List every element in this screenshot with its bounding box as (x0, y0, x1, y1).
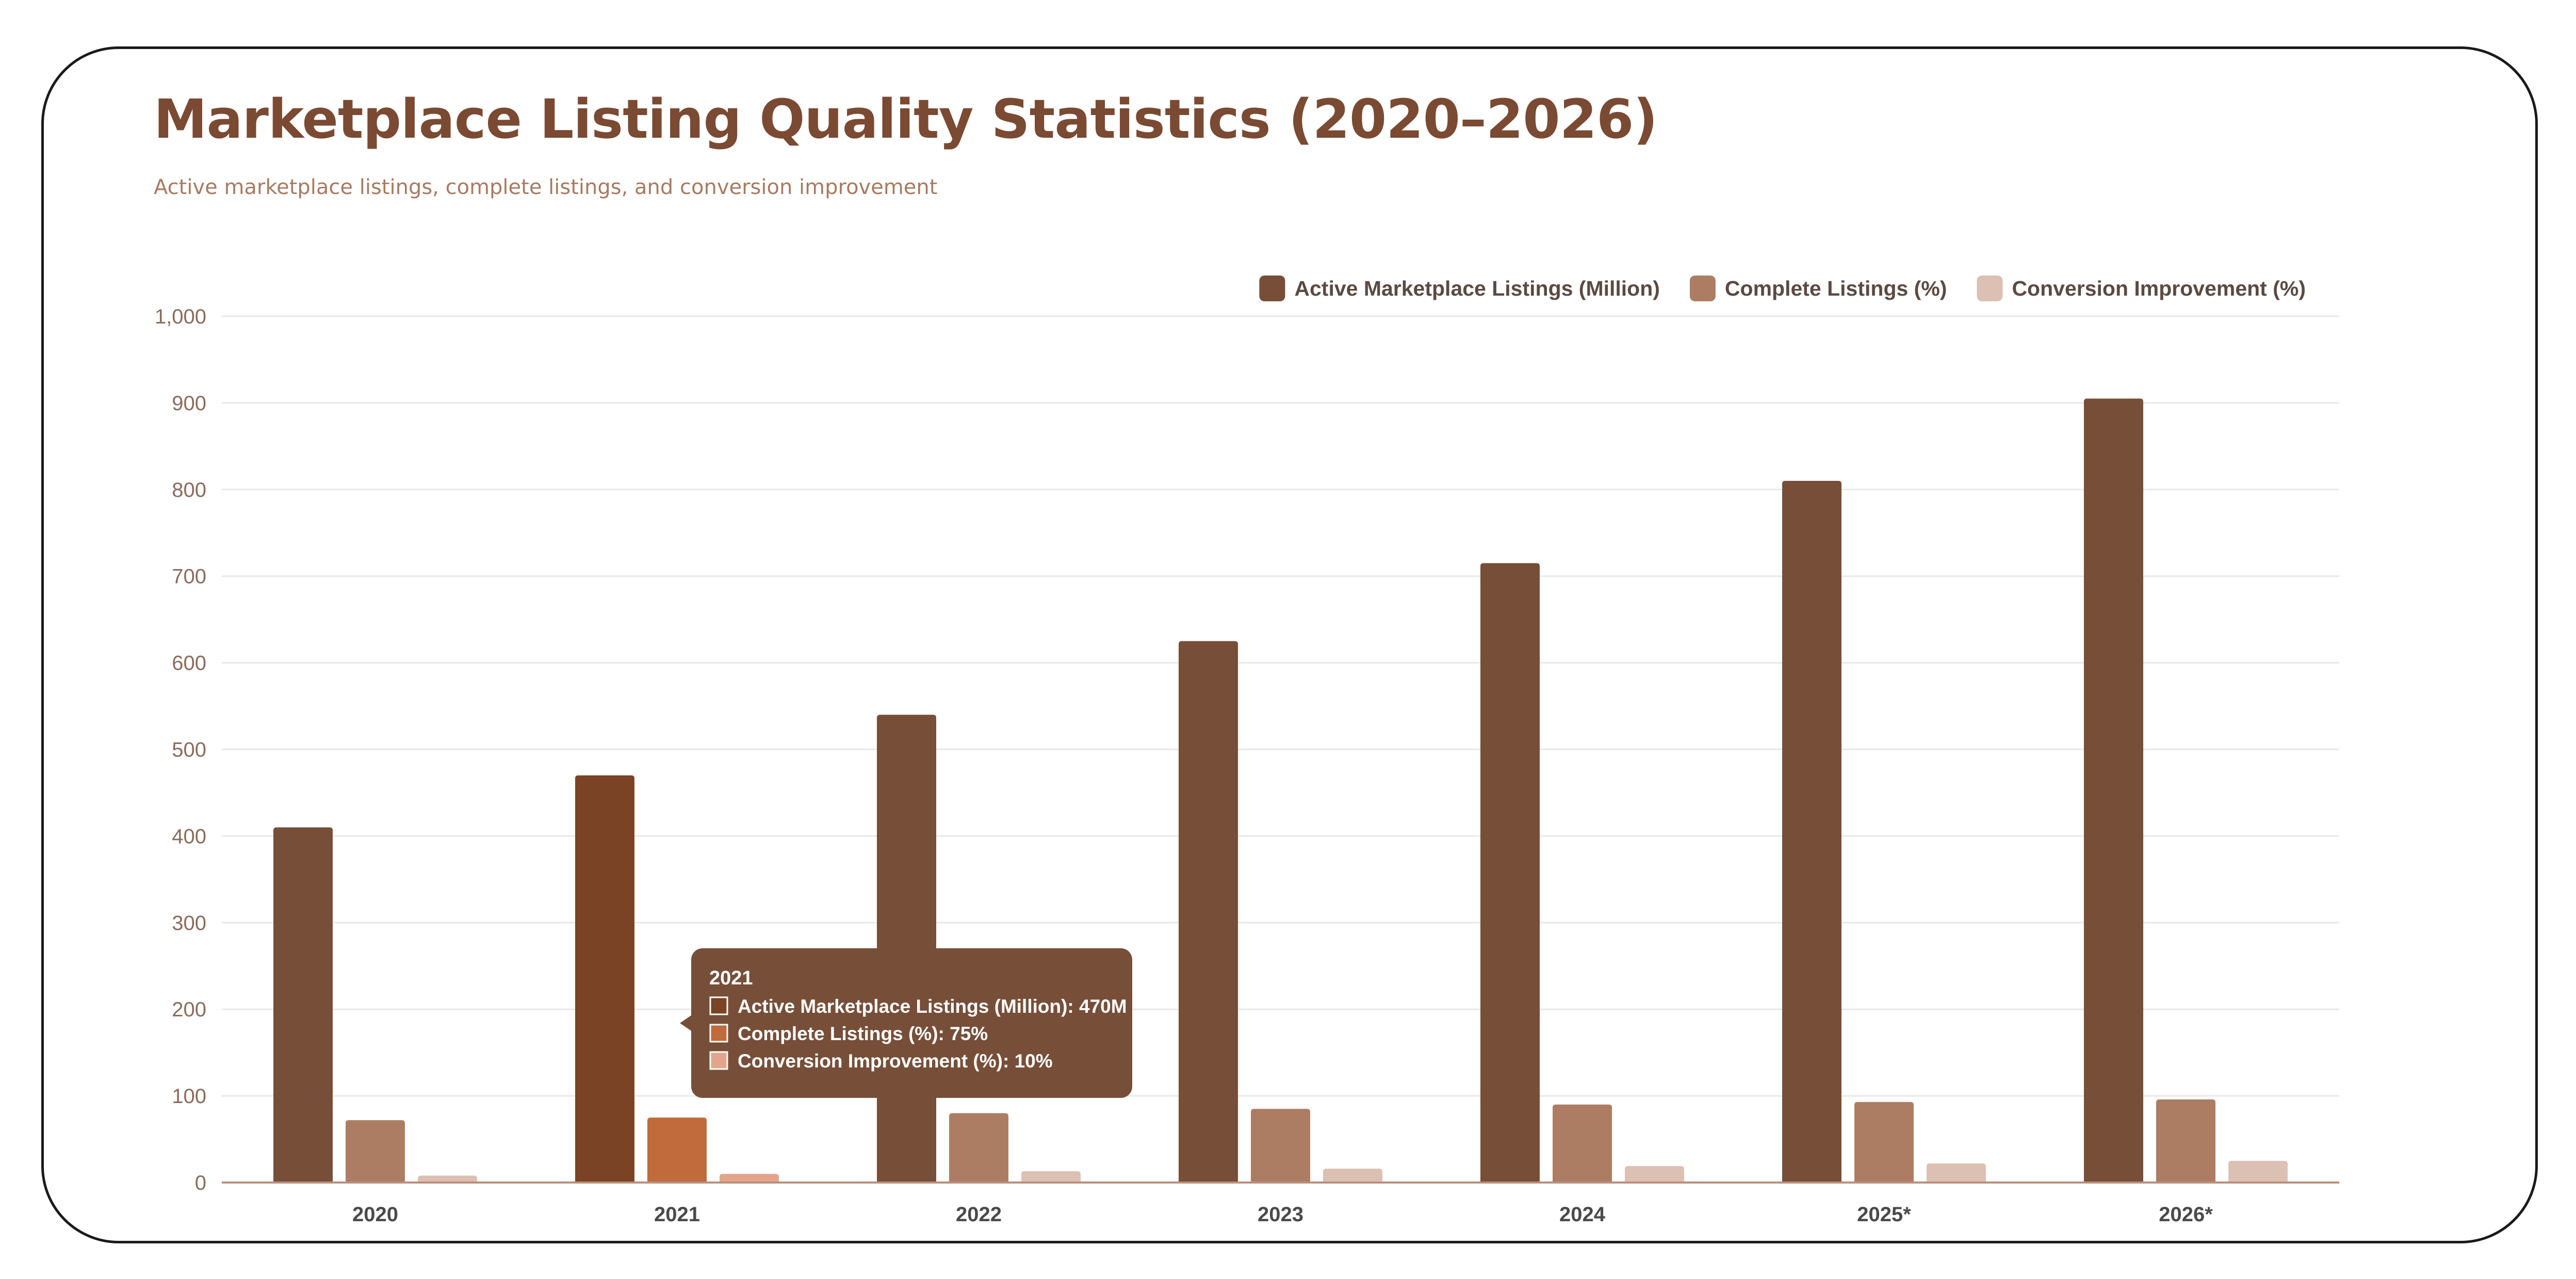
y-axis: 0 100 200 300 400 500 600 700 800 900 1,000 (155, 305, 206, 1194)
bar-2021-series-3[interactable] (720, 1174, 779, 1183)
x-axis: 2020 2021 2022 2023 2024 2025* 2026* (352, 1203, 2213, 1226)
bar-2023-series-1[interactable] (1179, 641, 1238, 1183)
bar-2022-series-2[interactable] (949, 1113, 1008, 1183)
x-tick-label: 2021 (654, 1203, 700, 1226)
y-tick-label: 0 (195, 1172, 206, 1194)
tooltip-swatch (709, 1051, 728, 1070)
tooltip-swatch (709, 1024, 728, 1043)
tooltip-swatch (709, 996, 728, 1015)
bar-2026-series-2[interactable] (2156, 1099, 2215, 1183)
tooltip-box (691, 948, 1132, 1098)
y-tick-label: 400 (172, 825, 206, 848)
bar-2022-series-3[interactable] (1021, 1171, 1081, 1183)
tooltip-line: Active Marketplace Listings (Million): 4… (738, 996, 1127, 1017)
tooltip-pointer (680, 1015, 691, 1031)
legend-swatch (1689, 276, 1716, 301)
bar-2024-series-1[interactable] (1480, 563, 1540, 1183)
legend-label: Complete Listings (%) (1725, 277, 1947, 300)
legend-item-2[interactable]: Complete Listings (%) (1689, 276, 1947, 301)
bar-2021-series-2[interactable] (647, 1118, 707, 1183)
bar-2026-series-3[interactable] (2228, 1161, 2288, 1183)
bars[interactable] (273, 398, 2288, 1183)
y-tick-label: 900 (172, 392, 206, 415)
tooltip: 2021 Active Marketplace Listings (Million… (680, 948, 1132, 1098)
tooltip-line: Conversion Improvement (%): 10% (738, 1050, 1053, 1072)
y-tick-label: 200 (172, 998, 206, 1021)
y-tick-label: 800 (172, 479, 206, 501)
bar-2024-series-2[interactable] (1553, 1104, 1612, 1183)
x-tick-label: 2025* (1857, 1203, 1911, 1226)
y-tick-label: 600 (172, 652, 206, 675)
tooltip-line: Complete Listings (%): 75% (738, 1023, 988, 1044)
tooltip-title: 2021 (709, 967, 753, 989)
y-tick-label: 700 (172, 565, 206, 588)
bar-2025-series-2[interactable] (1854, 1102, 1914, 1183)
bar-2025-series-1[interactable] (1782, 481, 1841, 1183)
legend-label: Conversion Improvement (%) (2012, 277, 2306, 300)
bar-2023-series-2[interactable] (1251, 1109, 1310, 1183)
y-tick-label: 100 (172, 1085, 206, 1108)
legend-item-3[interactable]: Conversion Improvement (%) (1977, 276, 2306, 301)
x-tick-label: 2020 (352, 1203, 398, 1226)
bar-2020-series-3[interactable] (418, 1175, 477, 1183)
bar-2020-series-1[interactable] (273, 827, 333, 1183)
bar-2023-series-3[interactable] (1323, 1169, 1382, 1183)
y-tick-label: 1,000 (155, 305, 206, 328)
y-tick-label: 500 (172, 739, 206, 762)
gridlines (222, 315, 2339, 1097)
x-tick-label: 2022 (956, 1203, 1002, 1226)
bar-2025-series-3[interactable] (1927, 1163, 1986, 1183)
y-tick-label: 300 (172, 912, 206, 934)
legend-swatch (1977, 276, 2003, 301)
legend[interactable]: Active Marketplace Listings (Million) Com… (1259, 276, 2306, 301)
chart-subtitle: Active marketplace listings, complete li… (154, 175, 938, 199)
x-tick-label: 2026* (2159, 1203, 2213, 1226)
chart-title: Marketplace Listing Quality Statistics (… (154, 88, 1658, 151)
legend-swatch (1259, 276, 1285, 301)
bar-2026-series-1[interactable] (2084, 398, 2143, 1183)
legend-label: Active Marketplace Listings (Million) (1294, 277, 1660, 300)
x-tick-label: 2023 (1258, 1203, 1303, 1226)
bar-2024-series-3[interactable] (1625, 1166, 1684, 1183)
bar-2021-series-1[interactable] (575, 775, 634, 1183)
legend-item-1[interactable]: Active Marketplace Listings (Million) (1259, 276, 1660, 301)
bar-2020-series-2[interactable] (346, 1120, 405, 1183)
x-tick-label: 2024 (1559, 1203, 1606, 1226)
